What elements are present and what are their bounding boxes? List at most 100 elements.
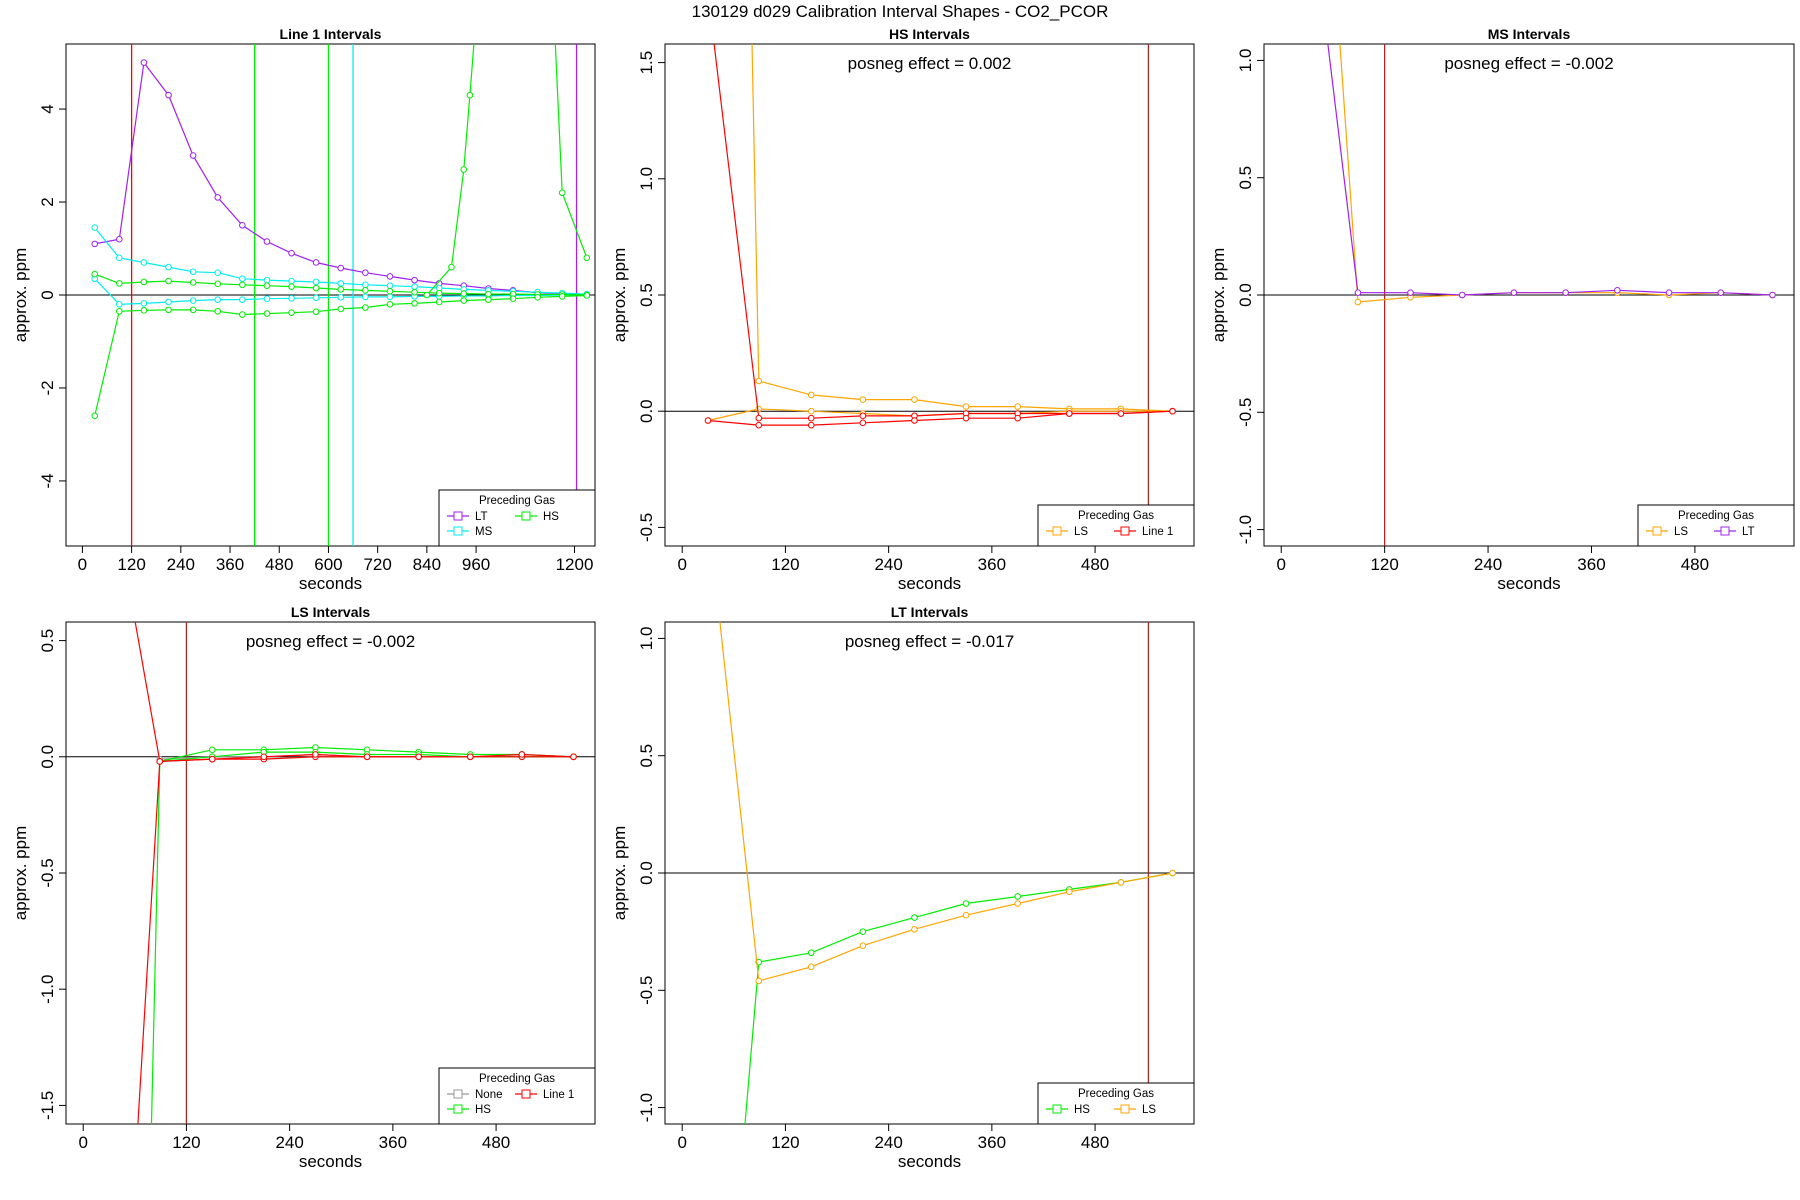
legend-entry-label: Line 1 [543,1089,574,1101]
panel-title: LT Intervals [891,604,969,620]
data-point [962,911,970,919]
data-point [140,59,148,66]
data-point [755,977,763,985]
y-tick-label: 2 [38,197,57,206]
y-axis: -1.0 -0.5 0.0 0.5 1.0 approx. ppm [610,627,665,1122]
data-point [312,278,320,286]
data-point [435,298,443,306]
data-point [312,284,320,292]
x-tick-label: 0 [677,1133,686,1152]
data-point [362,293,369,301]
y-tick-label: 1.0 [637,167,656,191]
y-axis-label: approx. ppm [1209,248,1228,343]
data-point [116,280,123,287]
data-point [740,1152,746,1158]
data-point [551,13,557,19]
data-point [91,270,99,278]
data-point [263,282,271,290]
data-point [411,276,418,284]
data-point [448,263,455,271]
data-point [337,264,345,272]
legend-title: Preceding Gas [1078,510,1154,522]
data-point [362,281,369,289]
data-point [755,414,763,422]
data-point [239,311,246,318]
legend-swatch-marker [1720,526,1730,536]
data-point [466,91,474,99]
data-point [411,300,418,307]
x-tick-label: 120 [1370,555,1398,574]
x-tick-label: 1200 [556,555,594,574]
x-tick-label: 360 [978,555,1006,574]
data-point [386,282,394,290]
data-point [411,288,418,296]
y-tick-label: 0.0 [637,399,656,423]
legend-box [1637,504,1795,547]
legend: Preceding Gas None Line 1 HS [438,1067,596,1125]
plot-data [66,622,595,1178]
data-point [132,1172,138,1178]
data-point [386,287,394,295]
data-point [558,293,566,300]
posneg-annotation: posneg effect = -0.002 [1444,54,1613,73]
data-point [859,928,867,935]
legend-swatch-marker [1652,526,1662,536]
data-point [239,296,246,303]
legend-entry-label: LS [1142,1104,1156,1116]
data-point [91,240,99,248]
data-point [288,277,295,285]
series-line-hs [744,872,1173,1124]
x-axis: 0 120 240 360 480 seconds [677,545,1109,593]
legend-box [438,1067,596,1125]
data-point [116,307,123,315]
x-axis: 0 120 240 360 480 seconds [78,1123,510,1171]
x-tick-label: 120 [172,1133,200,1152]
legend-box [1037,1082,1195,1125]
x-tick-label: 240 [1474,555,1502,574]
data-point [263,295,271,303]
panel-title: HS Intervals [889,26,970,42]
x-axis-label: seconds [898,1152,961,1171]
x-tick-label: 360 [216,555,244,574]
data-point [239,281,246,289]
data-point [1014,893,1021,900]
data-point [189,279,197,286]
data-point [337,305,345,313]
x-tick-label: 240 [874,555,902,574]
legend-swatch-marker [1120,526,1130,536]
data-point [312,259,320,266]
x-tick-label: 480 [265,555,293,574]
data-point [208,755,216,763]
data-point [807,407,815,415]
x-tick-label: 120 [771,1133,799,1152]
data-point [460,166,468,173]
series-line-ls [751,44,1173,412]
data-point [362,287,369,294]
data-point [116,235,123,243]
x-tick-label: 240 [275,1133,303,1152]
data-point [140,300,148,307]
data-point [1562,289,1569,296]
data-point [859,396,867,403]
data-point [807,421,815,429]
posneg-annotation: posneg effect = -0.002 [246,632,415,651]
data-point [337,294,345,301]
data-point [214,280,222,288]
data-point [362,304,369,311]
series-line-line-1 [137,753,574,1124]
data-point [1665,289,1673,296]
x-axis: 0 120 240 360 480 seconds [677,1123,1109,1171]
series-line-line-1 [707,410,1173,426]
y-tick-label: 0.5 [38,629,57,653]
y-tick-label: -0.5 [637,976,656,1005]
y-tick-label: 0 [38,290,57,299]
data-point [288,309,295,316]
y-tick-label: 0.5 [637,744,656,768]
legend-swatch-marker [1052,1104,1062,1114]
legend-title: Preceding Gas [1678,510,1754,522]
y-tick-label: -4 [38,473,57,488]
y-axis: -1.0 -0.5 0.0 0.5 1.0 approx. ppm [1209,49,1264,544]
figure-title: 130129 d029 Calibration Interval Shapes … [692,2,1109,21]
